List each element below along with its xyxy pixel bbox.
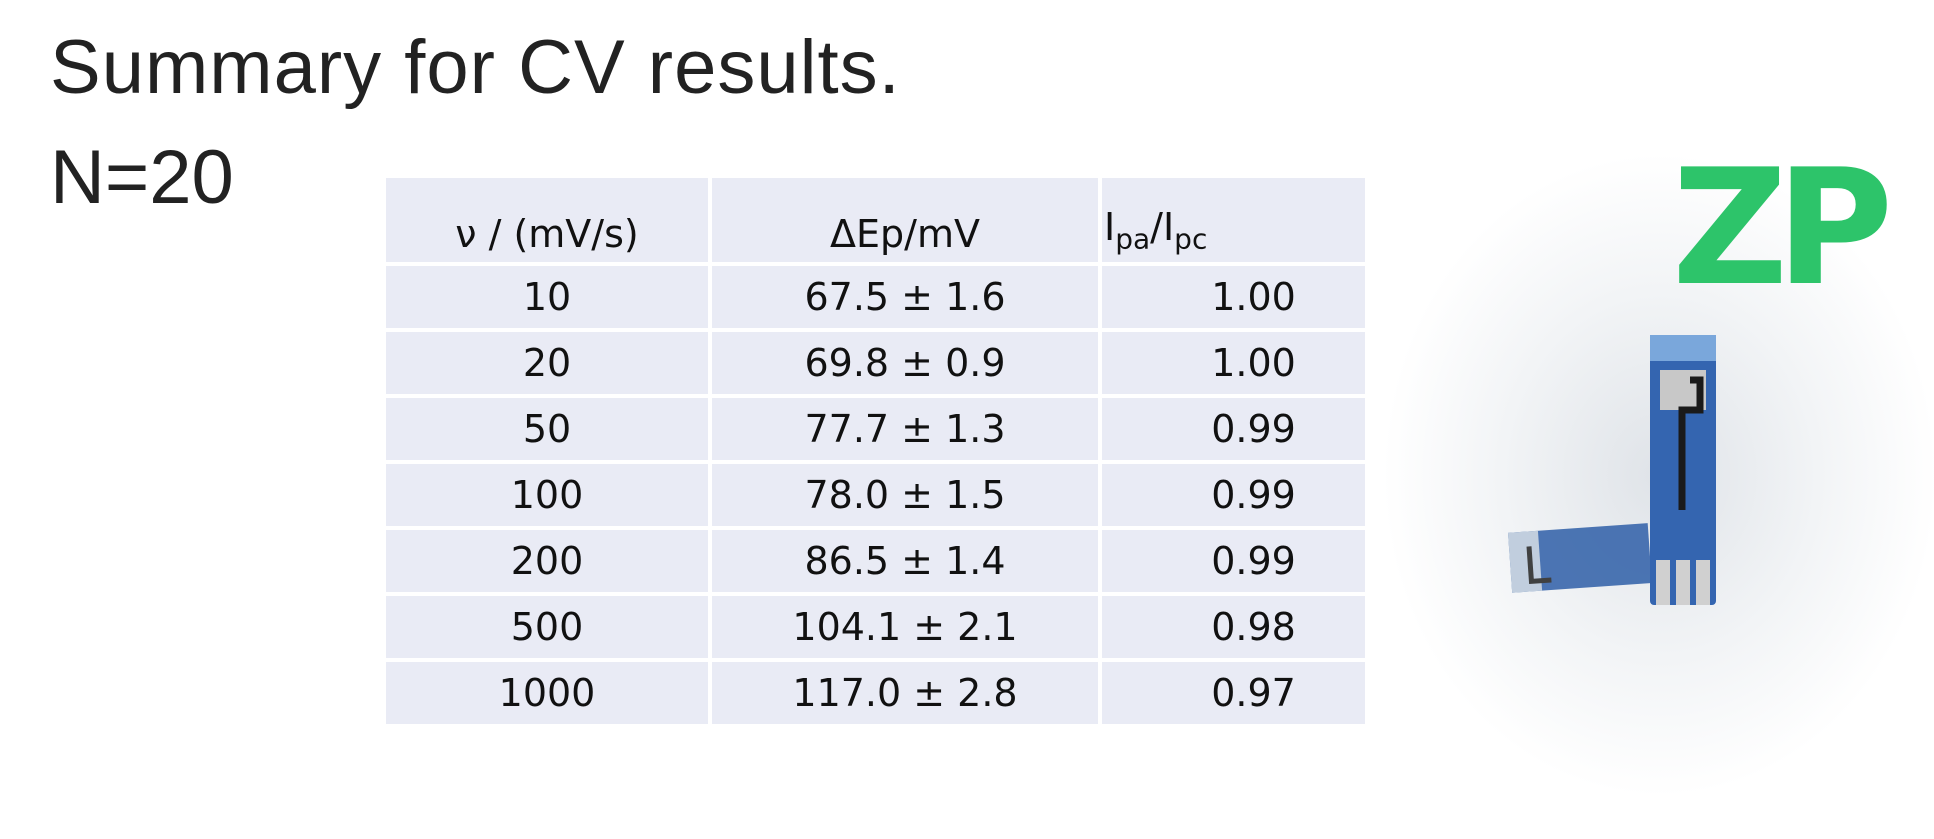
table-cell: 77.7 ± 1.3 (708, 394, 1102, 464)
table-cell: 0.98 (1098, 592, 1369, 662)
column-header: ΔEp/mV (708, 174, 1102, 266)
title: Summary for CV results. (50, 25, 901, 110)
table-cell: 117.0 ± 2.8 (708, 658, 1102, 728)
table-row: 200 86.5 ± 1.4 0.99 (382, 526, 1369, 596)
table-row: 100 78.0 ± 1.5 0.99 (382, 460, 1369, 530)
table-cell: 69.8 ± 0.9 (708, 328, 1102, 398)
table-cell: 1000 (382, 658, 712, 728)
logo: ZP (1672, 134, 1893, 321)
table-cell: 10 (382, 262, 712, 332)
table-cell: 0.99 (1098, 526, 1369, 596)
table-cell: 500 (382, 592, 712, 662)
column-header: ν / (mV/s) (382, 174, 712, 266)
subscript: pc (1174, 223, 1208, 256)
table-row: 10 67.5 ± 1.6 1.00 (382, 262, 1369, 332)
table-row: 1000 117.0 ± 2.8 0.97 (382, 658, 1369, 728)
subscript: pa (1115, 223, 1151, 256)
table-row: 20 69.8 ± 0.9 1.00 (382, 328, 1369, 398)
table-cell: 78.0 ± 1.5 (708, 460, 1102, 530)
product-image (1508, 335, 1716, 605)
header-text: I (1104, 205, 1116, 250)
table-row: 500 104.1 ± 2.1 0.98 (382, 592, 1369, 662)
table-cell: 100 (382, 460, 712, 530)
table-cell: 67.5 ± 1.6 (708, 262, 1102, 332)
results-table: ν / (mV/s) ΔEp/mV Ipa/Ipc 10 67.5 ± 1.6 1.00 2… (382, 174, 1369, 728)
table-cell: 1.00 (1098, 328, 1369, 398)
table-cell: 200 (382, 526, 712, 596)
subtitle: N=20 (50, 135, 234, 220)
table-row: 50 77.7 ± 1.3 0.99 (382, 394, 1369, 464)
header-row: ν / (mV/s) ΔEp/mV Ipa/Ipc (382, 174, 1369, 266)
table-cell: 104.1 ± 2.1 (708, 592, 1102, 662)
table-cell: 0.99 (1098, 394, 1369, 464)
header-text: /I (1150, 205, 1175, 250)
table-cell: 86.5 ± 1.4 (708, 526, 1102, 596)
table-cell: 0.97 (1098, 658, 1369, 728)
column-header: Ipa/Ipc (1098, 174, 1369, 266)
table-cell: 50 (382, 394, 712, 464)
table-cell: 0.99 (1098, 460, 1369, 530)
table-cell: 20 (382, 328, 712, 398)
table-cell: 1.00 (1098, 262, 1369, 332)
